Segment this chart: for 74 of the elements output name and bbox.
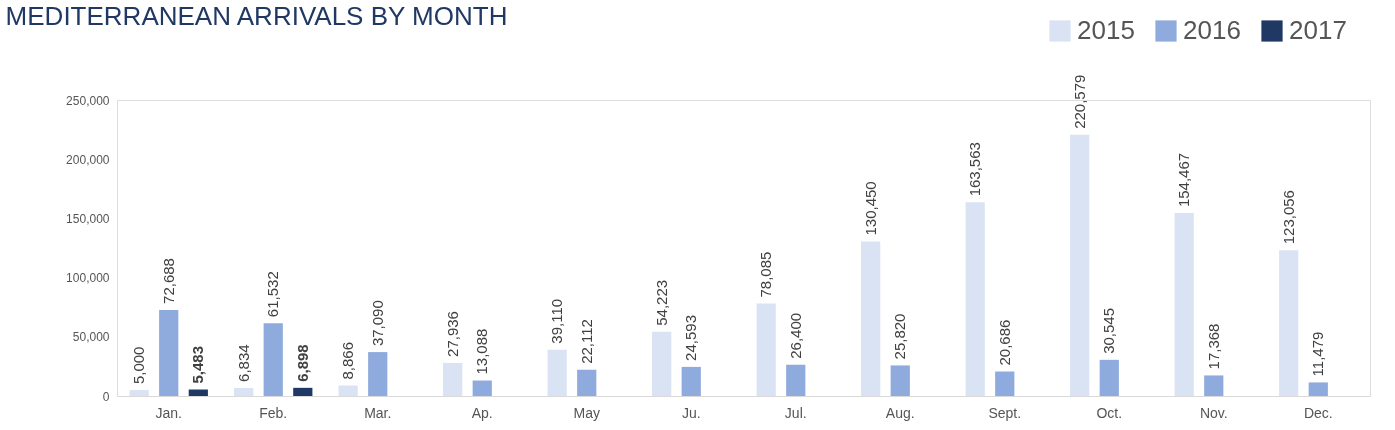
- bar: [652, 331, 672, 396]
- x-tick-label: Feb.: [259, 404, 288, 421]
- y-tick-label: 100,000: [66, 271, 110, 286]
- data-label: 163,563: [966, 142, 984, 197]
- x-tick-label: Ap.: [471, 404, 493, 421]
- bar: [861, 241, 881, 396]
- data-label: 20,686: [995, 319, 1013, 366]
- data-label: 25,820: [891, 313, 909, 360]
- data-label: 61,532: [264, 271, 282, 318]
- data-label: 39,110: [548, 298, 566, 344]
- bar: [890, 365, 910, 396]
- bar: [234, 387, 254, 396]
- chart-title: MEDITERRANEAN ARRIVALS BY MONTH: [5, 0, 508, 31]
- x-tick-label: Mar.: [364, 404, 392, 421]
- legend-label: 2015: [1077, 15, 1135, 45]
- data-label: 6,898: [293, 344, 311, 382]
- bar: [756, 303, 776, 396]
- x-tick-label: May: [573, 404, 600, 421]
- x-tick-label: Jul.: [784, 404, 807, 421]
- x-tick-label: Sept.: [988, 404, 1022, 421]
- x-tick-label: Oct.: [1096, 404, 1123, 421]
- y-tick-label: 200,000: [66, 152, 110, 167]
- data-label: 5,000: [130, 346, 148, 385]
- legend-label: 2017: [1289, 15, 1347, 45]
- bar: [472, 380, 492, 396]
- data-label: 27,936: [443, 311, 461, 357]
- data-label: 24,593: [682, 314, 700, 361]
- bar: [577, 369, 597, 396]
- bar: [1070, 134, 1090, 396]
- data-label: 154,467: [1175, 152, 1193, 208]
- data-label: 13,088: [473, 328, 491, 375]
- y-tick-label: 150,000: [66, 211, 110, 226]
- data-label: 11,479: [1309, 331, 1327, 377]
- data-label: 22,112: [577, 319, 595, 364]
- data-label: 5,483: [189, 345, 207, 384]
- x-tick-label: Dec.: [1303, 404, 1333, 421]
- y-tick-label: 250,000: [66, 93, 110, 108]
- x-tick-label: Nov.: [1199, 404, 1228, 421]
- bar: [293, 387, 313, 396]
- bar: [1204, 375, 1224, 396]
- data-label: 30,545: [1100, 307, 1118, 354]
- bar: [1308, 382, 1328, 396]
- data-label: 54,223: [652, 279, 670, 326]
- data-label: 6,834: [234, 344, 252, 382]
- bar: [129, 390, 149, 396]
- bar: [159, 309, 179, 396]
- bar: [547, 349, 567, 396]
- data-label: 17,368: [1204, 323, 1222, 370]
- x-tick-label: Aug.: [885, 404, 915, 421]
- data-label: 220,579: [1070, 74, 1088, 129]
- y-tick-label: 0: [102, 389, 110, 404]
- bar: [1099, 359, 1119, 396]
- x-tick-label: Ju.: [681, 404, 701, 421]
- data-label: 123,056: [1279, 190, 1297, 245]
- bar: [188, 389, 208, 396]
- data-label: 37,090: [368, 300, 386, 347]
- bar: [263, 323, 283, 396]
- data-label: 78,085: [757, 251, 775, 298]
- data-label: 72,688: [159, 258, 177, 304]
- y-tick-label: 50,000: [72, 330, 110, 345]
- bar: [681, 366, 701, 396]
- legend-label: 2016: [1183, 15, 1241, 45]
- bar: [368, 352, 388, 396]
- bar: [965, 202, 985, 396]
- bar: [1174, 213, 1194, 396]
- bar: [786, 364, 806, 396]
- data-label: 130,450: [861, 181, 879, 236]
- bar: [443, 362, 463, 396]
- bar: [1279, 250, 1299, 396]
- bar: [338, 385, 358, 396]
- bar: [995, 371, 1015, 396]
- x-tick-label: Jan.: [155, 404, 182, 421]
- data-label: 26,400: [786, 312, 804, 359]
- data-label: 8,866: [339, 341, 357, 380]
